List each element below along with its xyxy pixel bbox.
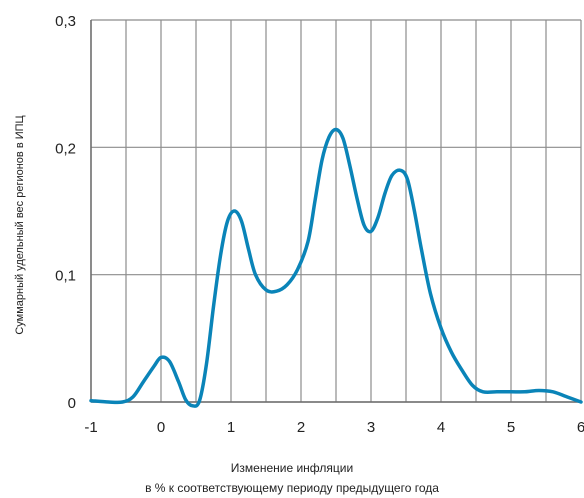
y-axis-label: Суммарный удельный вес регионов в ИПЦ	[14, 115, 26, 335]
y-tick-label: 0	[68, 395, 76, 412]
x-tick-label: 0	[157, 419, 165, 436]
y-tick-labels: 0 0,1 0,2 0,3	[55, 13, 76, 412]
y-tick-label: 0,2	[55, 140, 76, 157]
axes	[90, 20, 581, 403]
x-tick-label: 5	[507, 419, 515, 436]
x-tick-labels: -1 0 1 2 3 4 5 6	[84, 419, 584, 436]
x-axis-label: Изменение инфляции	[230, 461, 354, 475]
y-tick-label: 0,1	[55, 268, 76, 285]
x-tick-label: 1	[227, 419, 235, 436]
x-tick-label: 4	[437, 419, 445, 436]
x-tick-label: 2	[297, 419, 305, 436]
x-axis-label-line2: в % к соответствующему периоду предыдуще…	[145, 481, 439, 495]
grid	[90, 19, 582, 403]
x-tick-label: 6	[577, 419, 584, 436]
series-line	[89, 127, 583, 408]
x-tick-label: -1	[84, 419, 97, 436]
series-layer	[89, 127, 583, 408]
x-tick-label: 3	[367, 419, 375, 436]
y-tick-label: 0,3	[55, 13, 76, 30]
